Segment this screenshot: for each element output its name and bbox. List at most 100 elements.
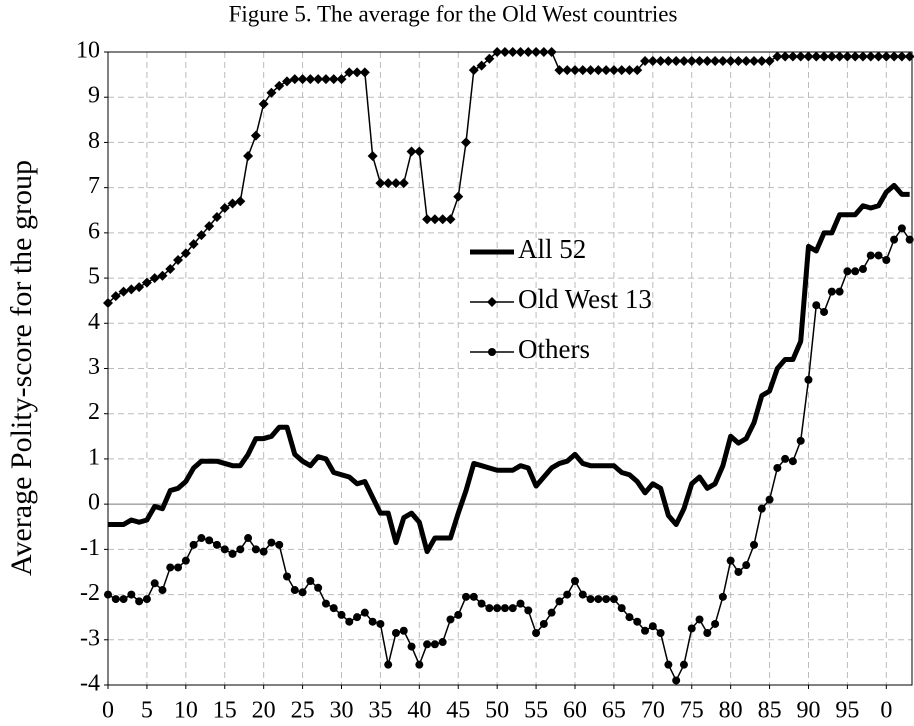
x-tick-label: 10	[174, 698, 198, 724]
diamond-marker	[756, 56, 767, 67]
diamond-marker	[725, 56, 736, 67]
x-tick-label: 20	[252, 698, 276, 724]
y-tick-label: 8	[88, 128, 100, 154]
diamond-marker	[577, 65, 588, 76]
circle-marker	[306, 577, 315, 586]
circle-marker	[858, 265, 867, 274]
diamond-marker	[826, 51, 837, 62]
circle-marker	[866, 251, 875, 260]
diamond-marker	[320, 74, 331, 85]
x-tick-label: 5	[141, 698, 153, 724]
diamond-marker	[118, 286, 129, 297]
circle-marker	[391, 629, 400, 638]
circle-marker	[469, 592, 478, 601]
diamond-marker	[585, 65, 596, 76]
diamond-marker	[461, 137, 472, 148]
circle-marker	[376, 619, 385, 628]
diamond-marker	[717, 56, 728, 67]
y-tick-label: 6	[88, 218, 100, 244]
diamond-marker	[881, 51, 892, 62]
series-line	[108, 182, 910, 555]
circle-marker	[609, 595, 618, 604]
circle-marker	[423, 640, 432, 649]
diamond-marker	[344, 67, 355, 78]
diamond-marker	[492, 47, 503, 57]
diamond-marker	[702, 56, 713, 67]
diamond-marker	[383, 178, 394, 189]
circle-marker	[228, 549, 237, 558]
diamond-marker	[647, 56, 658, 67]
circle-marker	[337, 610, 346, 619]
x-tick-label: 85	[758, 698, 782, 724]
diamond-marker	[624, 65, 635, 76]
diamond-marker	[857, 51, 868, 62]
x-tick-label: 25	[291, 698, 315, 724]
circle-marker	[516, 599, 525, 608]
circle-marker	[773, 463, 782, 472]
y-tick-label: 3	[88, 354, 100, 380]
diamond-marker	[601, 65, 612, 76]
diamond-marker	[865, 51, 876, 62]
diamond-marker	[678, 56, 689, 67]
circle-marker	[827, 287, 836, 296]
circle-marker	[851, 267, 860, 276]
circle-marker	[570, 577, 579, 586]
circle-marker	[820, 307, 829, 316]
diamond-marker	[258, 98, 269, 109]
x-tick-label: 65	[602, 698, 626, 724]
x-tick-label: 55	[524, 698, 548, 724]
diamond-marker	[196, 230, 207, 241]
x-tick-label: 60	[563, 698, 587, 724]
circle-marker	[290, 586, 299, 595]
circle-marker	[578, 590, 587, 599]
circle-marker	[835, 287, 844, 296]
circle-marker	[283, 572, 292, 581]
diamond-marker	[289, 74, 300, 85]
x-tick-label: 35	[368, 698, 392, 724]
circle-marker	[718, 592, 727, 601]
diamond-marker	[453, 191, 464, 202]
circle-marker	[353, 613, 362, 622]
diamond-marker	[686, 56, 697, 67]
diamond-marker	[904, 51, 914, 62]
diamond-marker	[593, 65, 604, 76]
diamond-marker	[274, 80, 285, 91]
diamond-marker	[126, 284, 137, 295]
circle-marker	[321, 599, 330, 608]
diamond-marker	[422, 214, 433, 225]
circle-marker	[672, 676, 681, 685]
diamond-marker	[896, 51, 907, 62]
diamond-marker	[764, 56, 775, 67]
diamond-marker	[266, 87, 277, 98]
circle-marker	[127, 590, 136, 599]
x-tick-label: 50	[485, 698, 509, 724]
circle-marker	[734, 567, 743, 576]
diamond-marker	[305, 74, 316, 85]
y-tick-label: 9	[88, 83, 100, 109]
circle-marker	[493, 604, 502, 613]
diamond-marker	[710, 56, 721, 67]
circle-marker	[781, 454, 790, 463]
diamond-marker	[694, 56, 705, 67]
circle-marker	[197, 534, 206, 543]
circle-marker	[119, 595, 128, 604]
diamond-marker	[336, 74, 347, 85]
diamond-marker	[741, 56, 752, 67]
y-tick-label: 10	[76, 38, 100, 64]
diamond-marker	[484, 53, 495, 64]
diamond-marker	[219, 202, 230, 213]
circle-marker	[882, 255, 891, 264]
circle-marker	[407, 642, 416, 651]
circle-marker	[648, 622, 657, 631]
diamond-marker	[110, 291, 121, 302]
diamond-marker	[850, 51, 861, 62]
chart-title: Figure 5. The average for the Old West c…	[229, 1, 678, 26]
diamond-marker	[134, 282, 145, 293]
diamond-marker	[157, 270, 168, 281]
diamond-marker	[663, 56, 674, 67]
diamond-marker	[375, 178, 386, 189]
diamond-marker	[780, 51, 791, 62]
diamond-marker	[733, 56, 744, 67]
circle-marker	[695, 615, 704, 624]
diamond-marker	[616, 65, 627, 76]
